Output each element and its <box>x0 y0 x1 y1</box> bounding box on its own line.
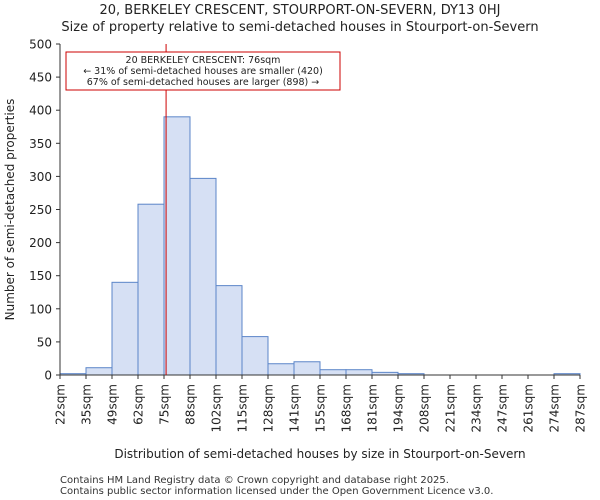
annotation-line-1: 20 BERKELEY CRESCENT: 76sqm <box>126 55 281 66</box>
y-tick-label: 450 <box>29 71 52 85</box>
annotation-line-3: 67% of semi-detached houses are larger (… <box>87 77 320 88</box>
y-tick-label: 50 <box>37 335 52 349</box>
bar-115sqm <box>241 336 269 376</box>
x-tick-label: 22sqm <box>54 384 68 425</box>
x-tick-label: 208sqm <box>418 384 432 432</box>
bar-128sqm <box>267 363 295 376</box>
x-tick-label: 181sqm <box>366 384 380 432</box>
x-tick-label: 49sqm <box>106 384 120 425</box>
x-tick-label: 221sqm <box>444 384 458 432</box>
x-tick-label: 115sqm <box>236 384 250 432</box>
bars-group <box>59 116 581 376</box>
x-tick-label: 261sqm <box>522 384 536 432</box>
footer-licence: Contains public sector information licen… <box>60 486 494 497</box>
bar-168sqm <box>345 369 373 376</box>
y-axis: 0 50 100 150 200 250 300 350 400 450 500 <box>29 38 61 383</box>
y-tick-label: 300 <box>29 170 52 184</box>
y-tick-label: 200 <box>29 236 52 250</box>
y-tick-label: 350 <box>29 137 52 151</box>
x-axis-label: Distribution of semi-detached houses by … <box>114 447 525 461</box>
bar-35sqm <box>85 367 113 376</box>
y-tick-label: 400 <box>29 104 52 118</box>
y-tick-label: 0 <box>44 369 52 383</box>
x-tick-label: 194sqm <box>392 384 406 432</box>
x-tick-label: 102sqm <box>210 384 224 432</box>
annotation-line-2: ← 31% of semi-detached houses are smalle… <box>83 66 323 77</box>
x-tick-label: 234sqm <box>470 384 484 432</box>
y-axis-label: Number of semi-detached properties <box>3 99 17 321</box>
y-tick-label: 250 <box>29 203 52 217</box>
x-tick-label: 62sqm <box>132 384 146 425</box>
bar-102sqm <box>215 285 243 376</box>
bar-141sqm <box>293 361 321 376</box>
x-tick-label: 35sqm <box>80 384 94 425</box>
y-tick-label: 150 <box>29 269 52 283</box>
annotation-box <box>65 51 341 91</box>
bar-75sqm <box>163 116 191 376</box>
x-tick-label: 168sqm <box>340 384 354 432</box>
x-tick-label: 88sqm <box>184 384 198 425</box>
footer-copyright: Contains HM Land Registry data © Crown c… <box>60 475 449 486</box>
bar-155sqm <box>319 369 347 376</box>
x-tick-label: 155sqm <box>314 384 328 432</box>
y-tick-label: 100 <box>29 302 52 316</box>
chart-title: 20, BERKELEY CRESCENT, STOURPORT-ON-SEVE… <box>99 3 501 18</box>
chart-subtitle: Size of property relative to semi-detach… <box>61 20 539 35</box>
x-tick-label: 247sqm <box>496 384 510 432</box>
bar-62sqm <box>137 203 165 376</box>
x-tick-label: 141sqm <box>288 384 302 432</box>
x-axis: 22sqm 35sqm 49sqm 62sqm 75sqm 88sqm 102sqm 115s… <box>54 374 588 432</box>
x-tick-label: 75sqm <box>158 384 172 425</box>
bar-88sqm <box>189 177 217 376</box>
x-tick-label: 274sqm <box>548 384 562 432</box>
bar-49sqm <box>111 281 139 376</box>
y-tick-label: 500 <box>29 38 52 52</box>
x-tick-label: 128sqm <box>262 384 276 432</box>
x-tick-label: 287sqm <box>574 384 588 432</box>
